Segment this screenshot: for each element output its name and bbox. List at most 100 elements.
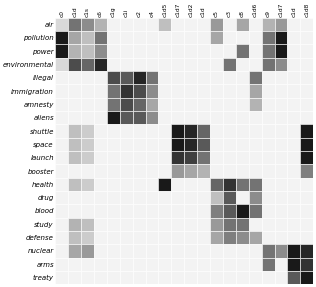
- Bar: [184, 31, 197, 44]
- Bar: [288, 218, 300, 231]
- Bar: [262, 44, 275, 58]
- Bar: [171, 111, 184, 124]
- Bar: [107, 231, 120, 244]
- Bar: [300, 71, 313, 84]
- Bar: [133, 191, 146, 204]
- Bar: [184, 138, 197, 151]
- Bar: [288, 258, 300, 271]
- Bar: [197, 18, 210, 31]
- Bar: [107, 31, 120, 44]
- Bar: [120, 31, 133, 44]
- Bar: [275, 258, 288, 271]
- Bar: [300, 178, 313, 191]
- Bar: [146, 151, 158, 164]
- Bar: [146, 71, 158, 84]
- Bar: [81, 58, 94, 71]
- Bar: [146, 111, 158, 124]
- Bar: [120, 44, 133, 58]
- Bar: [223, 138, 236, 151]
- Bar: [146, 84, 158, 98]
- Bar: [171, 218, 184, 231]
- Bar: [249, 58, 262, 71]
- Bar: [81, 191, 94, 204]
- Bar: [94, 58, 107, 71]
- Bar: [275, 111, 288, 124]
- Bar: [236, 271, 249, 284]
- Bar: [262, 111, 275, 124]
- Bar: [249, 258, 262, 271]
- Bar: [94, 98, 107, 111]
- Bar: [158, 138, 171, 151]
- Bar: [146, 138, 158, 151]
- Bar: [275, 124, 288, 138]
- Bar: [223, 244, 236, 258]
- Bar: [236, 44, 249, 58]
- Bar: [288, 44, 300, 58]
- Bar: [171, 164, 184, 178]
- Bar: [197, 111, 210, 124]
- Bar: [107, 138, 120, 151]
- Bar: [236, 124, 249, 138]
- Bar: [210, 138, 223, 151]
- Bar: [249, 31, 262, 44]
- Bar: [120, 111, 133, 124]
- Bar: [81, 84, 94, 98]
- Bar: [184, 191, 197, 204]
- Bar: [184, 124, 197, 138]
- Bar: [210, 178, 223, 191]
- Bar: [288, 58, 300, 71]
- Bar: [55, 58, 68, 71]
- Bar: [249, 98, 262, 111]
- Bar: [120, 98, 133, 111]
- Bar: [210, 111, 223, 124]
- Bar: [288, 191, 300, 204]
- Bar: [120, 178, 133, 191]
- Bar: [107, 98, 120, 111]
- Bar: [249, 151, 262, 164]
- Bar: [249, 71, 262, 84]
- Bar: [288, 151, 300, 164]
- Bar: [171, 124, 184, 138]
- Bar: [288, 178, 300, 191]
- Bar: [171, 271, 184, 284]
- Bar: [210, 231, 223, 244]
- Bar: [171, 18, 184, 31]
- Bar: [171, 98, 184, 111]
- Bar: [184, 151, 197, 164]
- Bar: [300, 191, 313, 204]
- Bar: [275, 31, 288, 44]
- Bar: [236, 178, 249, 191]
- Bar: [300, 271, 313, 284]
- Bar: [249, 164, 262, 178]
- Bar: [184, 231, 197, 244]
- Bar: [81, 124, 94, 138]
- Bar: [81, 204, 94, 218]
- Bar: [55, 231, 68, 244]
- Bar: [94, 231, 107, 244]
- Bar: [288, 98, 300, 111]
- Bar: [120, 58, 133, 71]
- Bar: [81, 71, 94, 84]
- Bar: [55, 31, 68, 44]
- Bar: [120, 231, 133, 244]
- Bar: [158, 84, 171, 98]
- Bar: [262, 271, 275, 284]
- Bar: [249, 18, 262, 31]
- Bar: [223, 44, 236, 58]
- Bar: [133, 164, 146, 178]
- Bar: [184, 111, 197, 124]
- Bar: [262, 178, 275, 191]
- Bar: [249, 44, 262, 58]
- Bar: [146, 218, 158, 231]
- Bar: [288, 231, 300, 244]
- Bar: [275, 71, 288, 84]
- Bar: [171, 44, 184, 58]
- Bar: [249, 138, 262, 151]
- Bar: [300, 164, 313, 178]
- Bar: [158, 178, 171, 191]
- Bar: [275, 98, 288, 111]
- Bar: [120, 18, 133, 31]
- Bar: [146, 164, 158, 178]
- Bar: [223, 71, 236, 84]
- Bar: [236, 58, 249, 71]
